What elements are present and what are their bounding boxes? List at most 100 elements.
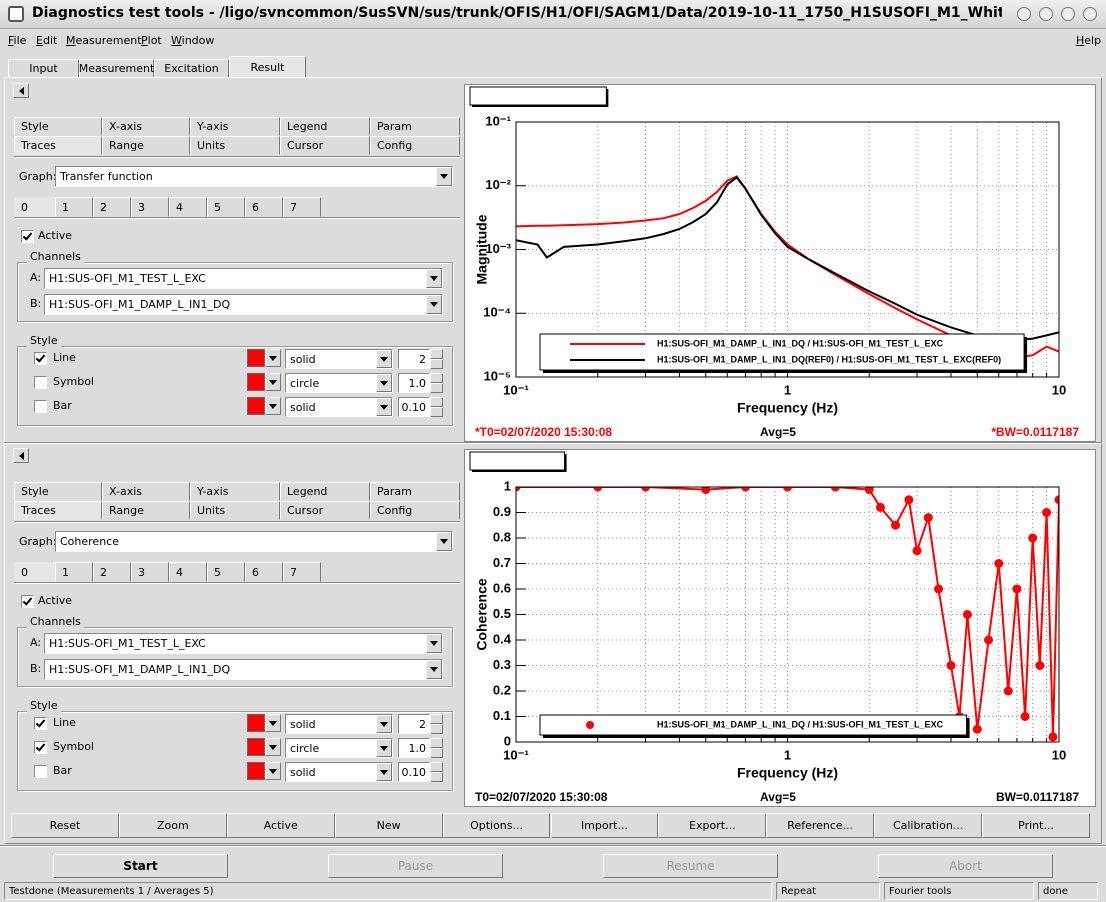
trace-tab[interactable]: 5 — [207, 197, 245, 217]
channel-select[interactable]: H1:SUS-OFI_M1_TEST_L_EXC — [44, 633, 443, 654]
option-tab[interactable]: Style — [14, 482, 102, 501]
main-tab[interactable]: Measurement — [79, 59, 154, 78]
style-label[interactable]: Symbol — [53, 740, 94, 753]
spin-down[interactable] — [430, 407, 443, 417]
spin-value[interactable]: 0.10 — [398, 397, 430, 417]
checkbox[interactable] — [34, 741, 47, 754]
style-select[interactable]: solid — [285, 397, 393, 417]
graph-select[interactable]: Coherence — [55, 531, 453, 552]
action-button[interactable]: Calibration... — [874, 813, 983, 838]
color-swatch[interactable] — [247, 714, 265, 732]
action-button[interactable]: Options... — [442, 813, 551, 838]
option-tab[interactable]: Y-axis — [190, 482, 280, 501]
option-tab[interactable]: Range — [102, 501, 190, 520]
option-tab[interactable]: Range — [102, 136, 190, 155]
option-tab[interactable]: Y-axis — [190, 117, 280, 136]
trace-tab[interactable]: 3 — [131, 197, 169, 217]
trace-tab[interactable]: 6 — [245, 197, 283, 217]
color-swatch[interactable] — [247, 349, 265, 367]
checkbox[interactable] — [34, 376, 47, 389]
trace-tab[interactable]: 5 — [207, 562, 245, 582]
action-button[interactable]: Reference... — [766, 813, 875, 838]
color-swatch[interactable] — [247, 762, 265, 780]
menu-item[interactable]: Measurement — [66, 34, 142, 47]
main-tab[interactable]: Excitation — [154, 59, 229, 78]
spin-value[interactable]: 1.0 — [398, 373, 430, 393]
color-dropdown[interactable] — [265, 738, 281, 756]
action-button[interactable]: Zoom — [118, 813, 227, 838]
style-label[interactable]: Bar — [53, 399, 72, 412]
active-label[interactable]: Active — [38, 594, 73, 607]
option-tab[interactable]: Traces — [14, 136, 102, 155]
dropdown-button[interactable] — [376, 398, 392, 416]
color-swatch[interactable] — [247, 373, 265, 391]
trace-tab[interactable]: 6 — [245, 562, 283, 582]
spin-down[interactable] — [430, 724, 443, 734]
option-tab[interactable]: Param — [370, 117, 460, 136]
option-tab[interactable]: Legend — [280, 117, 370, 136]
trace-tab[interactable]: 4 — [169, 562, 207, 582]
style-select[interactable]: solid — [285, 714, 393, 734]
option-tab[interactable]: Cursor — [280, 136, 370, 155]
menu-item[interactable]: Window — [171, 34, 215, 47]
checkbox[interactable] — [34, 352, 47, 365]
trace-tab[interactable]: 1 — [55, 197, 93, 217]
spin-up[interactable] — [430, 397, 443, 407]
option-tab[interactable]: Units — [190, 136, 280, 155]
dropdown-button[interactable] — [376, 763, 392, 781]
menu-item[interactable]: Help — [1076, 34, 1102, 47]
option-tab[interactable]: X-axis — [102, 117, 190, 136]
checkbox[interactable] — [34, 717, 47, 730]
action-button[interactable]: Import... — [550, 813, 659, 838]
trace-tab[interactable]: 4 — [169, 197, 207, 217]
main-tab[interactable]: Input — [8, 59, 79, 78]
run-button[interactable]: Start — [53, 854, 228, 878]
color-dropdown[interactable] — [265, 349, 281, 367]
option-tab[interactable]: Config — [370, 501, 460, 520]
trace-tab[interactable]: 7 — [283, 197, 321, 217]
option-tab[interactable]: Traces — [14, 501, 102, 520]
collapse-button[interactable] — [13, 448, 29, 463]
dropdown-button[interactable] — [426, 634, 442, 653]
dropdown-button[interactable] — [376, 715, 392, 733]
color-swatch[interactable] — [247, 397, 265, 415]
channel-select[interactable]: H1:SUS-OFI_M1_TEST_L_EXC — [44, 268, 443, 289]
channel-select[interactable]: H1:SUS-OFI_M1_DAMP_L_IN1_DQ — [44, 659, 443, 680]
active-label[interactable]: Active — [38, 229, 73, 242]
channel-select[interactable]: H1:SUS-OFI_M1_DAMP_L_IN1_DQ — [44, 294, 443, 315]
style-label[interactable]: Line — [53, 716, 76, 729]
graph-select[interactable]: Transfer function — [55, 166, 453, 187]
window-control[interactable] — [1017, 7, 1031, 21]
action-button[interactable]: Print... — [982, 813, 1090, 838]
spin-value[interactable]: 2 — [398, 714, 430, 734]
trace-tab[interactable]: 0 — [14, 562, 55, 582]
option-tab[interactable]: Style — [14, 117, 102, 136]
spin-up[interactable] — [430, 738, 443, 748]
spin-down[interactable] — [430, 359, 443, 369]
spin-down[interactable] — [430, 748, 443, 758]
checkbox[interactable] — [21, 230, 34, 243]
menu-item[interactable]: Edit — [36, 34, 58, 47]
action-button[interactable]: Active — [226, 813, 335, 838]
spin-value[interactable]: 1.0 — [398, 738, 430, 758]
trace-tab[interactable]: 3 — [131, 562, 169, 582]
trace-tab[interactable]: 0 — [14, 197, 55, 217]
spin-value[interactable]: 2 — [398, 349, 430, 369]
spin-down[interactable] — [430, 383, 443, 393]
dropdown-button[interactable] — [436, 167, 452, 186]
spin-up[interactable] — [430, 349, 443, 359]
spin-up[interactable] — [430, 762, 443, 772]
color-dropdown[interactable] — [265, 373, 281, 391]
trace-tab[interactable]: 7 — [283, 562, 321, 582]
action-button[interactable]: Reset — [11, 813, 119, 838]
collapse-button[interactable] — [13, 83, 29, 98]
dropdown-button[interactable] — [376, 374, 392, 392]
style-label[interactable]: Line — [53, 351, 76, 364]
dropdown-button[interactable] — [426, 295, 442, 314]
checkbox[interactable] — [21, 595, 34, 608]
spin-up[interactable] — [430, 714, 443, 724]
dropdown-button[interactable] — [426, 269, 442, 288]
dropdown-button[interactable] — [376, 350, 392, 368]
style-label[interactable]: Symbol — [53, 375, 94, 388]
spin-up[interactable] — [430, 373, 443, 383]
